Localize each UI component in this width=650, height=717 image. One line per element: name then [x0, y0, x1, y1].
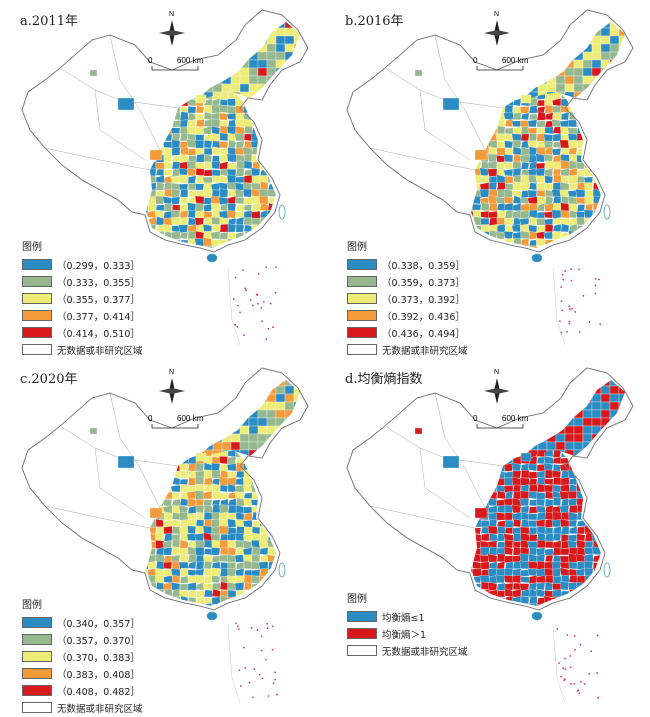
- legend-item: （0.299，0.333］: [22, 256, 143, 273]
- legend-label: 均衡熵≤1: [382, 612, 425, 624]
- legend-item: 无数据或非研究区域: [22, 699, 143, 716]
- north-arrow-icon: [484, 378, 510, 404]
- legend-swatch: [347, 611, 377, 622]
- panel-title: a.2011年: [20, 14, 78, 29]
- north-arrow-icon: [484, 20, 510, 46]
- china-map: N 0 600 km: [346, 367, 634, 704]
- legend-swatch: [347, 293, 377, 304]
- legend-label: （0.392，0.436］: [382, 311, 465, 323]
- map-legend: 图例 （0.338，0.359］ （0.359，0.373］ （0.373，0.392…: [347, 238, 468, 358]
- north-label: N: [494, 369, 499, 376]
- china-map: N 0 600 km: [21, 367, 309, 704]
- legend-label: （0.355，0.377］: [57, 294, 140, 306]
- scale-zero: 0: [148, 56, 153, 65]
- legend-swatch: [347, 259, 377, 270]
- legend-item: 无数据或非研究区域: [347, 341, 468, 358]
- legend-item: （0.373，0.392］: [347, 290, 468, 307]
- legend-item: 均衡熵≤1: [347, 608, 468, 625]
- panel-title: c.2020年: [20, 372, 78, 387]
- legend-title: 图例: [22, 242, 42, 253]
- legend-label: （0.340，0.357］: [57, 618, 140, 630]
- legend-label: （0.357，0.370］: [57, 635, 140, 647]
- legend-label: 无数据或非研究区域: [57, 703, 143, 715]
- north-label: N: [169, 11, 174, 18]
- legend-item: 无数据或非研究区域: [22, 341, 143, 358]
- scale-zero: 0: [148, 414, 153, 423]
- scale-distance: 600 km: [502, 414, 529, 423]
- legend-swatch: [22, 310, 52, 321]
- legend-item: （0.383，0.408］: [22, 665, 143, 682]
- north-label: N: [494, 11, 499, 18]
- panel-title: b.2016年: [345, 14, 404, 29]
- legend-swatch: [22, 651, 52, 662]
- legend-label: （0.359，0.373］: [382, 277, 465, 289]
- legend-label: 均衡熵＞1: [382, 629, 427, 641]
- legend-item: （0.392，0.436］: [347, 307, 468, 324]
- legend-label: （0.414，0.510］: [57, 328, 140, 340]
- legend-item: （0.338，0.359］: [347, 256, 468, 273]
- panel-title: d.均衡熵指数: [345, 372, 423, 387]
- legend-swatch: [347, 628, 377, 639]
- legend-label: （0.436，0.494］: [382, 328, 465, 340]
- legend-title: 图例: [347, 594, 367, 605]
- legend-label: 无数据或非研究区域: [382, 646, 468, 658]
- legend-label: （0.408，0.482］: [57, 686, 140, 698]
- scale-zero: 0: [473, 414, 478, 423]
- legend-swatch: [22, 634, 52, 645]
- legend-label: 无数据或非研究区域: [57, 345, 143, 357]
- scale-zero: 0: [473, 56, 478, 65]
- china-map: N 0 600 km: [346, 9, 634, 346]
- legend-item: （0.357，0.370］: [22, 631, 143, 648]
- legend-item: 均衡熵＞1: [347, 625, 468, 642]
- legend-label: （0.377，0.414］: [57, 311, 140, 323]
- legend-label: （0.299，0.333］: [57, 260, 140, 272]
- legend-item: （0.355，0.377］: [22, 290, 143, 307]
- map-panel-2011: N 0 600 km a.2011年图例 （0.299，0.333］ （0.333，0.3…: [0, 0, 325, 358]
- legend-item: （0.436，0.494］: [347, 324, 468, 341]
- legend-label: （0.383，0.408］: [57, 669, 140, 681]
- north-label: N: [169, 369, 174, 376]
- map-panel-entropy: N 0 600 km d.均衡熵指数图例均衡熵≤1 均衡熵＞1 无数据或非研究区域: [325, 358, 650, 716]
- legend-swatch: [347, 310, 377, 321]
- map-legend: 图例 （0.299，0.333］ （0.333，0.355］ （0.355，0.377…: [22, 238, 143, 358]
- legend-item: （0.333，0.355］: [22, 273, 143, 290]
- legend-item: （0.370，0.383］: [22, 648, 143, 665]
- legend-swatch: [22, 344, 52, 355]
- legend-label: 无数据或非研究区域: [382, 345, 468, 357]
- china-map: N 0 600 km: [21, 9, 309, 346]
- legend-swatch: [22, 617, 52, 628]
- legend-swatch: [22, 293, 52, 304]
- legend-swatch: [22, 702, 52, 713]
- legend-item: （0.414，0.510］: [22, 324, 143, 341]
- scale-distance: 600 km: [177, 414, 204, 423]
- legend-label: （0.333，0.355］: [57, 277, 140, 289]
- map-legend: 图例均衡熵≤1 均衡熵＞1 无数据或非研究区域: [347, 590, 468, 659]
- legend-label: （0.338，0.359］: [382, 260, 465, 272]
- legend-swatch: [347, 645, 377, 656]
- legend-label: （0.373，0.392］: [382, 294, 465, 306]
- scale-distance: 600 km: [177, 56, 204, 65]
- legend-swatch: [22, 668, 52, 679]
- map-panel-2020: N 0 600 km c.2020年图例 （0.340，0.357］ （0.357，0.3…: [0, 358, 325, 716]
- map-legend: 图例 （0.340，0.357］ （0.357，0.370］ （0.370，0.383…: [22, 596, 143, 716]
- legend-swatch: [22, 276, 52, 287]
- north-arrow-icon: [159, 378, 185, 404]
- legend-swatch: [22, 327, 52, 338]
- legend-title: 图例: [347, 242, 367, 253]
- legend-swatch: [22, 259, 52, 270]
- legend-item: （0.377，0.414］: [22, 307, 143, 324]
- legend-label: （0.370，0.383］: [57, 652, 140, 664]
- legend-item: （0.359，0.373］: [347, 273, 468, 290]
- legend-swatch: [347, 344, 377, 355]
- legend-title: 图例: [22, 600, 42, 611]
- legend-item: （0.340，0.357］: [22, 614, 143, 631]
- scale-distance: 600 km: [502, 56, 529, 65]
- legend-swatch: [347, 327, 377, 338]
- legend-swatch: [22, 685, 52, 696]
- legend-item: （0.408，0.482］: [22, 682, 143, 699]
- north-arrow-icon: [159, 20, 185, 46]
- map-panel-2016: N 0 600 km b.2016年图例 （0.338，0.359］ （0.359，0.3…: [325, 0, 650, 358]
- legend-swatch: [347, 276, 377, 287]
- legend-item: 无数据或非研究区域: [347, 642, 468, 659]
